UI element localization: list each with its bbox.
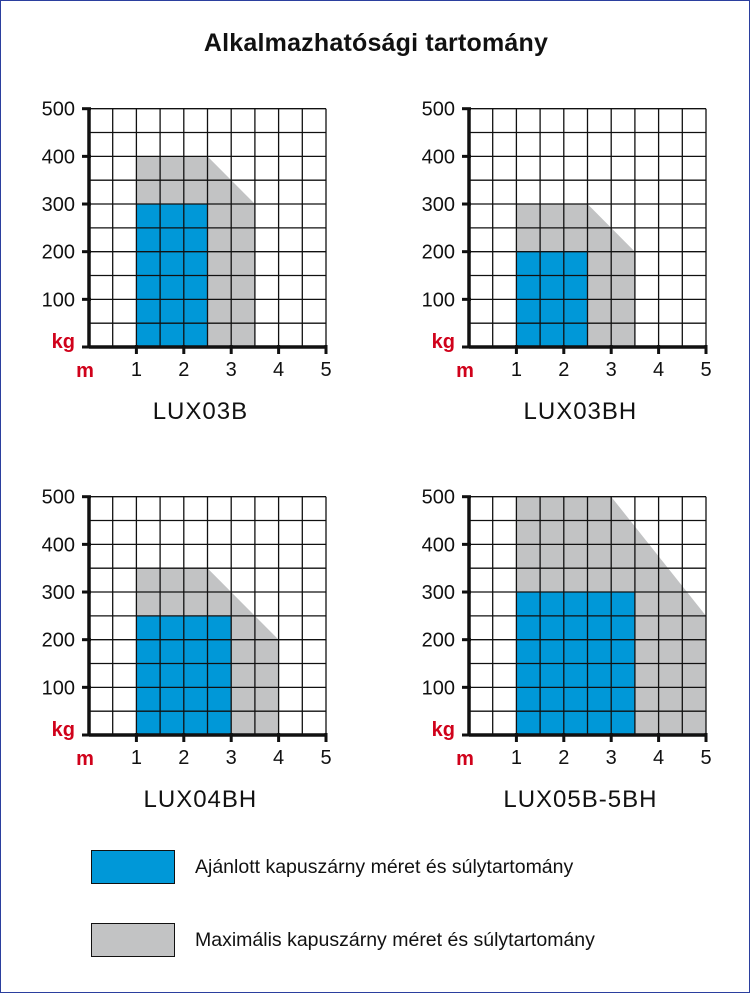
x-tick-label: 1 — [511, 359, 522, 381]
chart-title: LUX03B — [153, 398, 248, 425]
y-tick-label: 300 — [42, 582, 75, 604]
y-axis-unit-label: kg — [432, 719, 455, 741]
y-tick-label: 500 — [42, 99, 75, 121]
y-tick-label: 400 — [422, 534, 455, 556]
y-tick-label: 400 — [42, 146, 75, 168]
legend-swatch-recommended — [91, 850, 175, 884]
x-tick-label: 2 — [558, 359, 569, 381]
y-tick-label: 300 — [42, 194, 75, 216]
chart-1: 100 200 300 400 500 1 2 3 4 5 kgm LUX03B — [42, 99, 332, 425]
y-tick-label: 100 — [42, 677, 75, 699]
x-tick-label: 3 — [606, 747, 617, 769]
x-tick-label: 4 — [273, 359, 284, 381]
y-tick-label: 400 — [42, 534, 75, 556]
x-axis-unit-label: m — [76, 748, 94, 770]
legend-swatch-maximum — [91, 923, 175, 957]
x-tick-label: 4 — [653, 359, 664, 381]
x-tick-label: 1 — [131, 747, 142, 769]
y-axis-unit-label: kg — [432, 331, 455, 353]
x-tick-label: 3 — [226, 359, 237, 381]
x-tick-label: 5 — [700, 359, 711, 381]
page-title: Alkalmazhatósági tartomány — [203, 29, 549, 57]
x-tick-label: 4 — [653, 747, 664, 769]
y-axis-unit-label: kg — [52, 331, 75, 353]
y-tick-label: 500 — [422, 99, 455, 121]
x-tick-label: 2 — [558, 747, 569, 769]
x-tick-label: 1 — [131, 359, 142, 381]
x-tick-label: 5 — [320, 747, 331, 769]
chart-4: 100 200 300 400 500 1 2 3 4 5 kgm LUX05B-5BH — [422, 487, 712, 813]
x-tick-label: 3 — [606, 359, 617, 381]
y-tick-label: 100 — [42, 289, 75, 311]
y-tick-label: 200 — [42, 242, 75, 264]
y-tick-label: 400 — [422, 146, 455, 168]
x-tick-label: 5 — [700, 747, 711, 769]
x-tick-label: 5 — [320, 359, 331, 381]
y-tick-label: 300 — [422, 194, 455, 216]
x-axis-unit-label: m — [76, 360, 94, 382]
y-tick-label: 200 — [422, 242, 455, 264]
y-axis-unit-label: kg — [52, 719, 75, 741]
y-tick-label: 500 — [42, 487, 75, 509]
y-tick-label: 200 — [42, 630, 75, 652]
x-axis-unit-label: m — [456, 360, 474, 382]
legend-label-recommended: Ajánlott kapuszárny méret és súlytartomá… — [195, 856, 574, 878]
x-tick-label: 1 — [511, 747, 522, 769]
chart-title: LUX05B-5BH — [503, 786, 657, 813]
y-tick-label: 100 — [422, 289, 455, 311]
x-tick-label: 3 — [226, 747, 237, 769]
x-tick-label: 2 — [178, 747, 189, 769]
chart-title: LUX03BH — [524, 398, 638, 425]
y-tick-label: 300 — [422, 582, 455, 604]
legend-label-maximum: Maximális kapuszárny méret és súlytartom… — [195, 929, 595, 951]
y-tick-label: 100 — [422, 677, 455, 699]
chart-title: LUX04BH — [144, 786, 258, 813]
x-axis-unit-label: m — [456, 748, 474, 770]
y-tick-label: 200 — [422, 630, 455, 652]
chart-2: 100 200 300 400 500 1 2 3 4 5 kgm LUX03BH — [422, 99, 712, 425]
x-tick-label: 4 — [273, 747, 284, 769]
chart-3: 100 200 300 400 500 1 2 3 4 5 kgm LUX04BH — [42, 487, 332, 813]
y-tick-label: 500 — [422, 487, 455, 509]
x-tick-label: 2 — [178, 359, 189, 381]
